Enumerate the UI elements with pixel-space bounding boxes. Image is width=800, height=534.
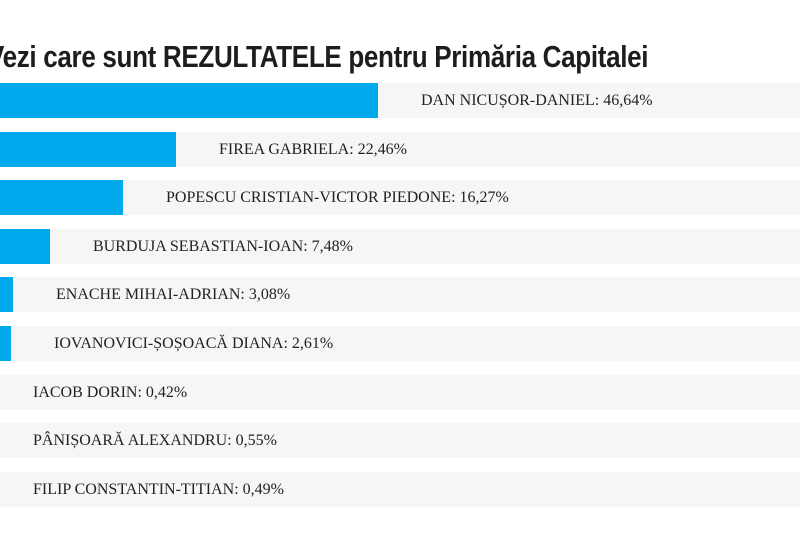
result-row: BURDUJA SEBASTIAN-IOAN: 7,48% xyxy=(0,228,800,264)
result-label: ENACHE MIHAI-ADRIAN: 3,08% xyxy=(56,286,291,304)
result-label: IOVANOVICI-ȘOȘOACĂ DIANA: 2,61% xyxy=(54,334,334,352)
result-row: FILIP CONSTANTIN-TITIAN: 0,49% xyxy=(0,471,800,507)
result-row: IACOB DORIN: 0,42% xyxy=(0,374,800,410)
result-label: DAN NICUȘOR-DANIEL: 46,64% xyxy=(421,92,653,109)
result-row: PÂNIȘOARĂ ALEXANDRU: 0,55% xyxy=(0,423,800,459)
result-label: IACOB DORIN: 0,42% xyxy=(33,383,188,401)
result-label: FIREA GABRIELA: 22,46% xyxy=(219,140,407,158)
result-row: ENACHE MIHAI-ADRIAN: 3,08% xyxy=(0,277,800,313)
result-row: POPESCU CRISTIAN-VICTOR PIEDONE: 16,27% xyxy=(0,180,800,216)
result-bar xyxy=(0,83,378,118)
result-bar xyxy=(0,325,11,361)
result-label: PÂNIȘOARĂ ALEXANDRU: 0,55% xyxy=(33,432,278,450)
result-label: FILIP CONSTANTIN-TITIAN: 0,49% xyxy=(33,480,284,498)
result-row: DAN NICUȘOR-DANIEL: 46,64% xyxy=(0,83,800,118)
result-label: BURDUJA SEBASTIAN-IOAN: 7,48% xyxy=(93,237,354,255)
page-title: Vezi care sunt REZULTATELE pentru Primăr… xyxy=(0,38,649,74)
results-bar-chart: DAN NICUȘOR-DANIEL: 46,64% FIREA GABRIELA… xyxy=(0,83,800,507)
result-bar xyxy=(0,131,176,167)
result-bar xyxy=(0,180,123,216)
result-bar xyxy=(0,277,13,313)
result-row: IOVANOVICI-ȘOȘOACĂ DIANA: 2,61% xyxy=(0,325,800,361)
result-bar xyxy=(0,228,50,264)
result-row: FIREA GABRIELA: 22,46% xyxy=(0,131,800,167)
result-label: POPESCU CRISTIAN-VICTOR PIEDONE: 16,27% xyxy=(166,189,509,207)
